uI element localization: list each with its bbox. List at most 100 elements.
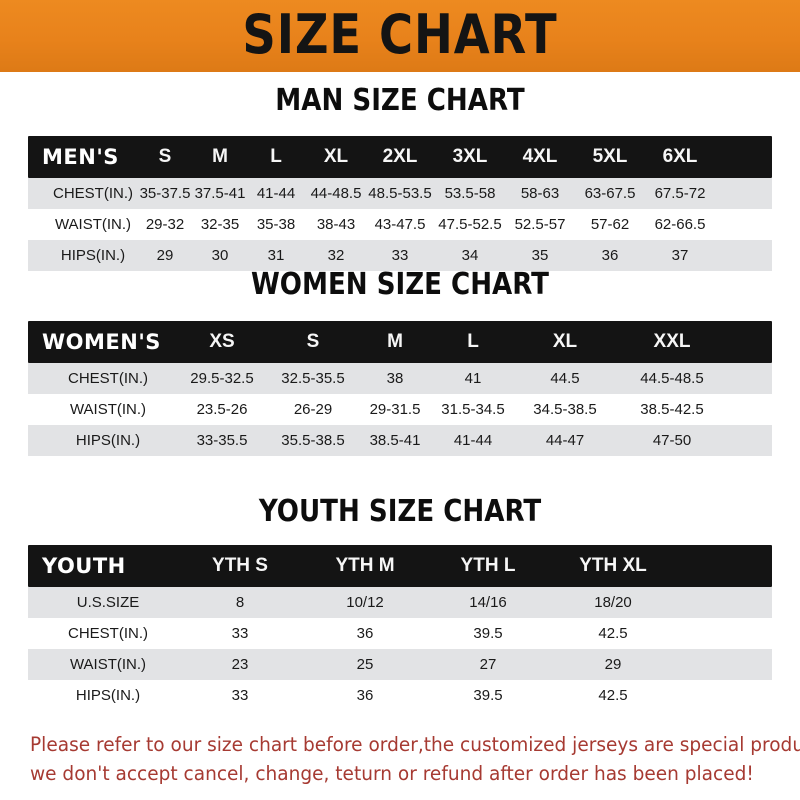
- table-cell: 67.5-72: [654, 185, 706, 202]
- table-cell: 34.5-38.5: [533, 401, 597, 418]
- table-cell: 33: [391, 247, 409, 264]
- table-cell: 41: [464, 370, 482, 387]
- table-cell: 41-44: [453, 432, 493, 449]
- column-header: XXL: [653, 331, 691, 352]
- column-header: XL: [552, 331, 578, 352]
- table-row: HIPS(IN.) 33-35.5 35.5-38.5 38.5-41 41-44 44-…: [28, 425, 772, 456]
- column-header: XS: [209, 331, 235, 352]
- table-cell: 38-43: [316, 216, 356, 233]
- table-cell: 36: [356, 625, 374, 642]
- table-cell: 47-50: [652, 432, 692, 449]
- column-header: YTH M: [335, 555, 395, 576]
- row-label: CHEST(IN.): [68, 625, 148, 642]
- table-cell: 25: [356, 656, 374, 673]
- table-cell: 34: [461, 247, 479, 264]
- table-cell: 35-38: [256, 216, 296, 233]
- table-cell: 23: [231, 656, 249, 673]
- section-title-women: WOMEN SIZE CHART: [250, 267, 549, 302]
- table-corner-label: MEN'S: [42, 145, 119, 169]
- table-cell: 37.5-41: [194, 185, 246, 202]
- table-row: CHEST(IN.) 29.5-32.5 32.5-35.5 38 41 44.5 44.5…: [28, 363, 772, 394]
- row-label: HIPS(IN.): [75, 687, 141, 704]
- table-cell: 32: [327, 247, 345, 264]
- page-banner: SIZE CHART: [0, 0, 800, 72]
- table-row: HIPS(IN.) 29 30 31 32 33 34 35 36 37: [28, 240, 772, 271]
- table-cell: 53.5-58: [444, 185, 496, 202]
- table-cell: 33: [231, 625, 249, 642]
- table-cell: 38.5-42.5: [640, 401, 704, 418]
- table-row: WAIST(IN.) 23 25 27 29: [28, 649, 772, 680]
- column-header: 4XL: [522, 146, 558, 167]
- disclaimer-line-2: we don't accept cancel, change, teturn o…: [30, 762, 754, 785]
- column-header: 2XL: [382, 146, 418, 167]
- table-cell: 31.5-34.5: [441, 401, 505, 418]
- table-cell: 29-31.5: [369, 401, 421, 418]
- table-cell: 26-29: [293, 401, 333, 418]
- section-title-man: MAN SIZE CHART: [275, 83, 525, 118]
- table-cell: 48.5-53.5: [368, 185, 432, 202]
- table-cell: 42.5: [598, 625, 628, 642]
- column-header: L: [270, 146, 282, 167]
- table-cell: 57-62: [590, 216, 630, 233]
- table-cell: 36: [356, 687, 374, 704]
- table-corner-label: YOUTH: [42, 554, 126, 578]
- column-header: S: [306, 331, 320, 352]
- table-cell: 29: [604, 656, 622, 673]
- table-cell: 37: [671, 247, 689, 264]
- table-cell: 27: [479, 656, 497, 673]
- table-header-row: YOUTH YTH S YTH M YTH L YTH XL: [28, 545, 772, 587]
- table-cell: 39.5: [473, 687, 503, 704]
- table-row: CHEST(IN.) 35-37.5 37.5-41 41-44 44-48.5 48.5…: [28, 178, 772, 209]
- men-size-table: MEN'S S M L XL 2XL 3XL 4XL 5XL 6XL CHEST(IN.) 35-37…: [28, 136, 772, 271]
- row-label: HIPS(IN.): [60, 247, 126, 264]
- table-corner-label: WOMEN'S: [42, 330, 161, 354]
- row-label: HIPS(IN.): [75, 432, 141, 449]
- table-row: CHEST(IN.) 33 36 39.5 42.5: [28, 618, 772, 649]
- table-cell: 44-48.5: [310, 185, 362, 202]
- table-cell: 36: [601, 247, 619, 264]
- column-header: M: [387, 331, 403, 352]
- table-cell: 43-47.5: [374, 216, 426, 233]
- women-size-table: WOMEN'S XS S M L XL XXL CHEST(IN.) 29.5-32.5 32.5…: [28, 321, 772, 456]
- row-label: WAIST(IN.): [54, 216, 132, 233]
- column-header: 5XL: [592, 146, 628, 167]
- table-cell: 39.5: [473, 625, 503, 642]
- table-row: WAIST(IN.) 29-32 32-35 35-38 38-43 43-47.5 47.…: [28, 209, 772, 240]
- table-header-row: WOMEN'S XS S M L XL XXL: [28, 321, 772, 363]
- table-cell: 8: [235, 594, 245, 611]
- table-cell: 41-44: [256, 185, 296, 202]
- table-cell: 44-47: [545, 432, 585, 449]
- table-cell: 52.5-57: [514, 216, 566, 233]
- section-title-youth: YOUTH SIZE CHART: [258, 494, 542, 529]
- column-header: XL: [323, 146, 349, 167]
- row-label: CHEST(IN.): [68, 370, 148, 387]
- table-cell: 44.5: [550, 370, 580, 387]
- disclaimer-line-1: Please refer to our size chart before or…: [30, 733, 800, 756]
- row-label: WAIST(IN.): [69, 656, 147, 673]
- column-header: YTH S: [212, 555, 268, 576]
- column-header: 6XL: [662, 146, 698, 167]
- table-cell: 29: [156, 247, 174, 264]
- table-row: WAIST(IN.) 23.5-26 26-29 29-31.5 31.5-34.5 34…: [28, 394, 772, 425]
- disclaimer-footer: Please refer to our size chart before or…: [30, 730, 800, 788]
- table-cell: 42.5: [598, 687, 628, 704]
- table-cell: 62-66.5: [654, 216, 706, 233]
- column-header: YTH L: [460, 555, 516, 576]
- table-header-row: MEN'S S M L XL 2XL 3XL 4XL 5XL 6XL: [28, 136, 772, 178]
- table-cell: 35.5-38.5: [281, 432, 345, 449]
- table-cell: 32-35: [200, 216, 240, 233]
- table-cell: 33-35.5: [196, 432, 248, 449]
- table-cell: 31: [267, 247, 285, 264]
- page-title: SIZE CHART: [242, 3, 558, 66]
- table-cell: 23.5-26: [196, 401, 248, 418]
- table-row: U.S.SIZE 8 10/12 14/16 18/20: [28, 587, 772, 618]
- table-cell: 18/20: [594, 594, 632, 611]
- row-label: CHEST(IN.): [53, 185, 133, 202]
- table-cell: 10/12: [346, 594, 384, 611]
- column-header: M: [212, 146, 228, 167]
- table-cell: 44.5-48.5: [640, 370, 704, 387]
- table-cell: 30: [211, 247, 229, 264]
- table-cell: 58-63: [520, 185, 560, 202]
- table-cell: 38.5-41: [369, 432, 421, 449]
